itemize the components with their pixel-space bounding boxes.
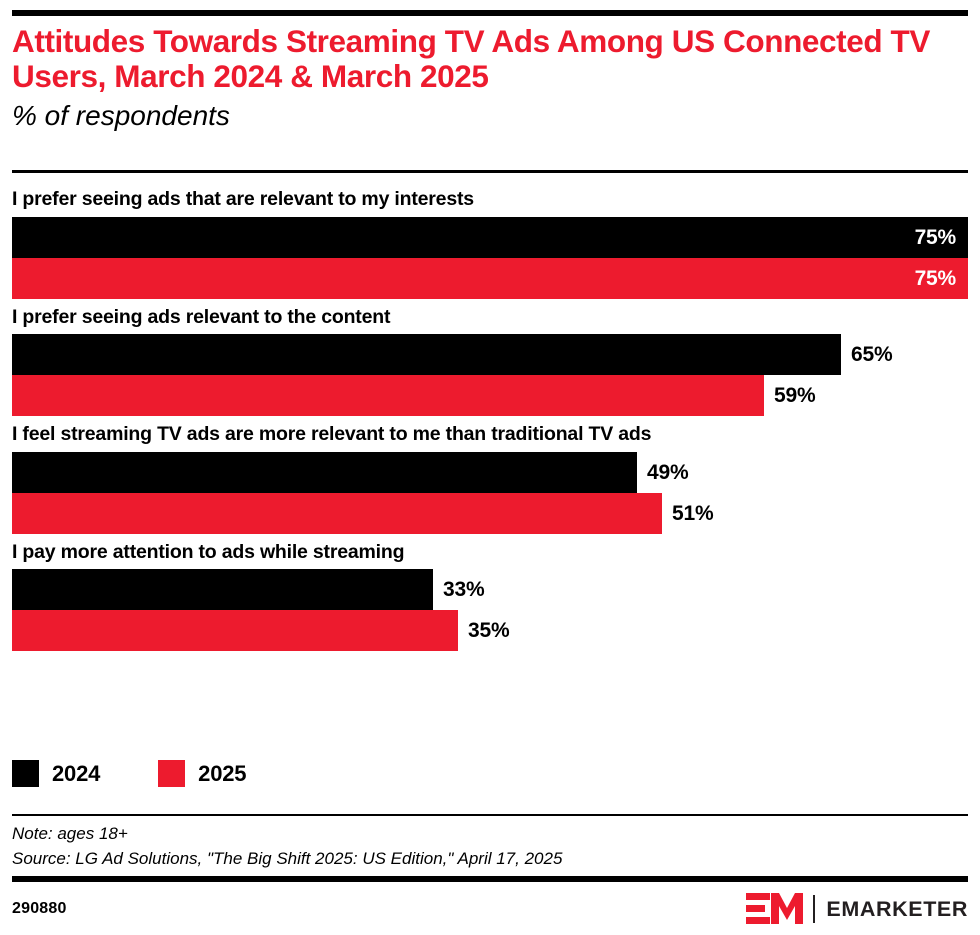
bar-value-label: 75%: [914, 225, 957, 249]
legend-label: 2025: [198, 760, 247, 786]
chart-header: Attitudes Towards Streaming TV Ads Among…: [12, 23, 968, 131]
bar-row: 35%: [0, 610, 980, 651]
bar-2024: [12, 569, 433, 610]
legend-swatch-icon: [12, 760, 39, 787]
bar-row: 65%: [0, 334, 980, 375]
bar-group: I pay more attention to ads while stream…: [0, 540, 980, 651]
bar-value-label: 59%: [774, 384, 816, 407]
bar-value-label: 33%: [443, 578, 485, 601]
bar-row: 51%: [0, 492, 980, 534]
chart-legend: 2024 2025: [12, 760, 304, 787]
bar-group-label: I feel streaming TV ads are more relevan…: [12, 423, 652, 445]
brand-wordmark: EMARKETER: [826, 896, 968, 921]
chart-id: 290880: [12, 900, 67, 917]
bar-2025: [12, 375, 764, 416]
page-subtitle: % of respondents: [12, 99, 230, 131]
legend-label: 2024: [52, 760, 101, 786]
top-rule: [12, 10, 968, 16]
bar-value-label: 49%: [647, 460, 689, 484]
bar-row: 49%: [0, 451, 980, 493]
logo-divider: [813, 895, 816, 923]
bar-value-label: 51%: [672, 501, 714, 525]
chart-notes: Note: ages 18+ Source: LG Ad Solutions, …: [12, 822, 968, 871]
bar-2024: [12, 216, 968, 258]
bar-chart: I prefer seeing ads that are relevant to…: [0, 188, 980, 660]
bar-group-label: I prefer seeing ads that are relevant to…: [12, 188, 474, 210]
bar-row: 59%: [0, 375, 980, 416]
page-title: Attitudes Towards Streaming TV Ads Among…: [12, 23, 931, 95]
bar-group: I prefer seeing ads relevant to the cont…: [0, 305, 980, 416]
bar-group: I prefer seeing ads that are relevant to…: [0, 188, 980, 299]
bar-row: 75%: [0, 257, 980, 299]
em-monogram-icon: [746, 893, 804, 924]
legend-swatch-icon: [158, 760, 186, 787]
chart-footer: 290880 EMARKETER: [12, 892, 968, 926]
bar-2025: [12, 257, 968, 299]
bar-group-label: I prefer seeing ads relevant to the cont…: [12, 305, 391, 328]
bar-group-label: I pay more attention to ads while stream…: [12, 540, 405, 563]
bar-2024: [12, 334, 841, 375]
legend-item-2024[interactable]: 2024: [12, 760, 100, 787]
note-text: Note: ages 18+: [12, 824, 128, 843]
bar-2025: [12, 610, 458, 651]
legend-item-2025[interactable]: 2025: [158, 760, 247, 787]
bar-group: I feel streaming TV ads are more relevan…: [0, 423, 980, 534]
bar-2025: [12, 492, 662, 534]
bar-value-label: 65%: [851, 343, 893, 366]
emarketer-logo: EMARKETER: [746, 892, 968, 926]
bar-2024: [12, 451, 637, 493]
bar-row: 33%: [0, 569, 980, 610]
footer-rule: [12, 876, 968, 882]
bar-value-label: 35%: [468, 619, 510, 642]
note-divider: [12, 814, 968, 816]
title-divider: [12, 170, 968, 173]
source-text: Source: LG Ad Solutions, "The Big Shift …: [12, 848, 563, 868]
bar-row: 75%: [0, 216, 980, 258]
bar-value-label: 75%: [914, 266, 957, 290]
